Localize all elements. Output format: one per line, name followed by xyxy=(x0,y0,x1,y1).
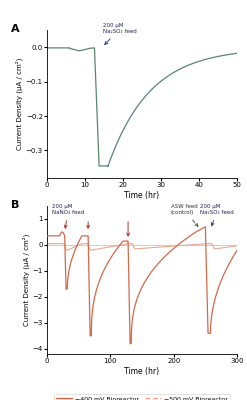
Text: 200 μM
Na₂SO₃ feed: 200 μM Na₂SO₃ feed xyxy=(200,204,234,226)
Y-axis label: Current Density (μA / cm²): Current Density (μA / cm²) xyxy=(22,234,30,326)
Text: A: A xyxy=(11,24,20,34)
Text: 200 μM
NaNO₃ feed: 200 μM NaNO₃ feed xyxy=(52,204,84,228)
Text: 200 μM
Na₂SO₃ feed: 200 μM Na₂SO₃ feed xyxy=(103,23,137,44)
X-axis label: Time (hr): Time (hr) xyxy=(124,367,160,376)
X-axis label: Time (hr): Time (hr) xyxy=(124,191,160,200)
Text: ASW feed
(control): ASW feed (control) xyxy=(170,204,198,226)
Text: B: B xyxy=(11,200,19,210)
Legend: −650 mV Bioreactor: −650 mV Bioreactor xyxy=(98,212,186,222)
Legend: −400 mV Bioreactor, −500 mV Bioreactor: −400 mV Bioreactor, −500 mV Bioreactor xyxy=(54,394,230,400)
Y-axis label: Current Density (μA / cm²): Current Density (μA / cm²) xyxy=(15,58,23,150)
